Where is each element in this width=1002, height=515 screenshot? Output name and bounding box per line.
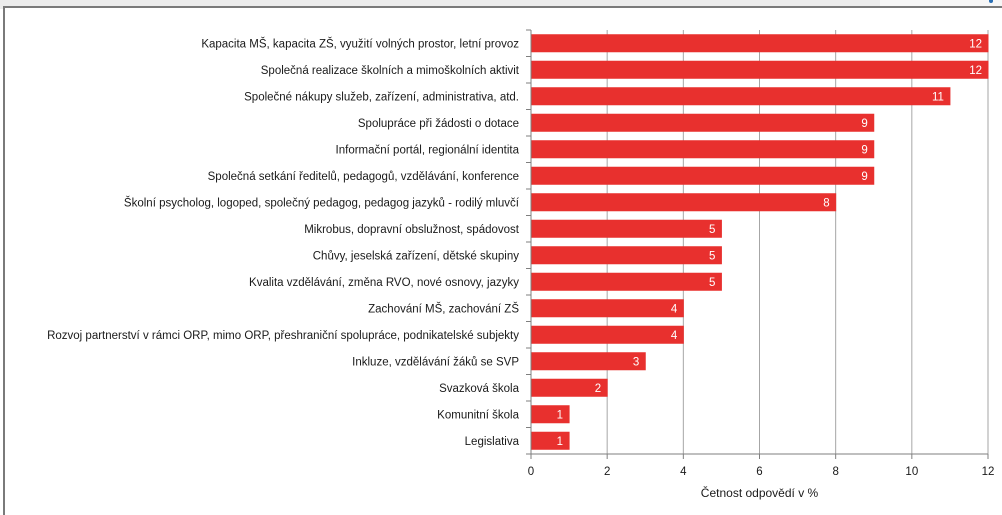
bar [531,299,684,318]
bar-value-label: 11 [932,91,944,103]
x-axis-title: Četnost odpovědí v % [701,485,819,500]
x-axis: 0 2 4 6 8 10 12 [526,29,995,478]
bar [531,193,837,212]
bar [531,140,875,159]
bar [531,87,951,106]
bar-value-label: 4 [671,330,678,342]
x-tick-label: 2 [604,466,610,478]
category-labels: Kapacita MŠ, kapacita ZŠ, využití volnýc… [47,37,520,448]
bar-value-label: 9 [861,171,867,183]
bar-value-label: 9 [861,118,867,130]
bar-value-label: 12 [969,38,982,50]
bar-value-label: 8 [823,197,829,209]
category-label: Svazková škola [439,383,520,395]
bar-value-label: 1 [557,409,563,421]
brand-accent [880,0,1002,9]
bar-value-label: 12 [969,65,982,77]
x-tick-label: 0 [528,466,534,478]
bar [531,219,722,238]
category-label: Spolupráce při žádosti o dotace [358,118,519,130]
bar [531,378,608,397]
category-label: Společná realizace školních a mimoškolní… [261,65,520,77]
category-label: Kvalita vzdělávání, změna RVO, nové osno… [249,277,519,289]
bar-value-label: 2 [595,383,601,395]
bar-value-label: 5 [709,277,715,289]
bar-value-label: 1 [557,436,563,448]
bar-value-label: 5 [709,224,715,236]
category-label: Legislativa [465,436,520,448]
bar [531,272,722,291]
brand-mark-icon [989,0,993,3]
x-tick-label: 4 [680,466,687,478]
category-label: Školní psycholog, logoped, společný peda… [124,196,520,209]
category-label: Zachování MŠ, zachování ZŠ [368,302,519,315]
bar [531,60,989,79]
x-tick-label: 6 [756,466,762,478]
bar [531,34,989,53]
top-strip [0,0,1002,9]
bar [531,113,875,132]
category-label: Rozvoj partnerství v rámci ORP, mimo ORP… [47,330,519,342]
bar-value-label: 9 [861,144,867,156]
bar-value-label: 5 [709,250,715,262]
bar [531,431,570,450]
bar [531,166,875,185]
x-tick-label: 12 [982,466,995,478]
bar-value-label: 4 [671,303,678,315]
category-label: Společná setkání ředitelů, pedagogů, vzd… [208,171,519,183]
bar [531,325,684,344]
category-label: Komunitní škola [437,409,519,421]
bar [531,246,722,265]
category-label: Mikrobus, dopravní obslužnost, spádovost [304,224,520,236]
category-label: Inkluze, vzdělávání žáků se SVP [352,356,519,368]
category-label: Chůvy, jeselská zařízení, dětské skupiny [313,250,519,262]
category-label: Informační portál, regionální identita [336,144,520,156]
x-tick-label: 8 [832,466,838,478]
x-tick-label: 10 [905,466,918,478]
category-label: Kapacita MŠ, kapacita ZŠ, využití volnýc… [201,37,519,50]
bar [531,352,646,371]
bar-value-label: 3 [633,356,639,368]
category-label: Společné nákupy služeb, zařízení, admini… [244,91,519,103]
bar [531,405,570,424]
